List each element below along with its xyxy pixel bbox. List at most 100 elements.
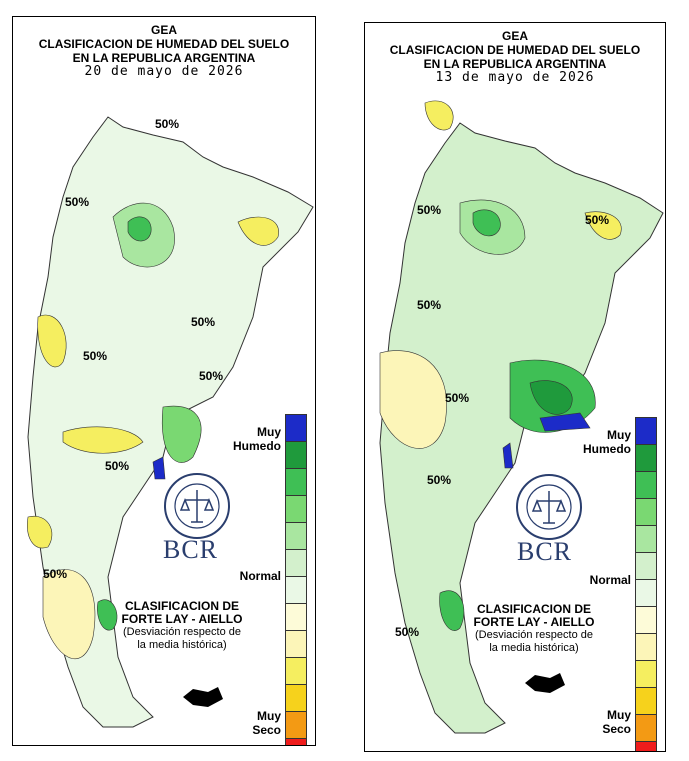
moisture-zone-yellow-pat — [27, 515, 53, 549]
classification-note: CLASIFICACION DE FORTE LAY - AIELLO (Des… — [107, 600, 257, 652]
classification-desc-1: (Desviación respecto de — [474, 629, 593, 641]
moisture-zone-blue-2 — [502, 442, 514, 469]
bcr-seal-logo — [516, 474, 582, 540]
legend-label-dry-2: Seco — [252, 723, 281, 737]
classification-desc-1: (Desviación respecto de — [122, 626, 241, 638]
legend-swatch — [635, 741, 657, 751]
legend-swatch — [635, 714, 657, 742]
legend-swatch — [285, 576, 307, 604]
classification-desc-2: la media histórica) — [489, 642, 579, 654]
legend-swatch — [285, 630, 307, 658]
argentina-map-left — [27, 116, 314, 728]
legend-swatch — [635, 660, 657, 688]
moisture-zone-yellow-ne — [584, 211, 622, 240]
legend-swatch — [635, 579, 657, 607]
legend-scale — [285, 414, 307, 745]
contour-label: 50% — [445, 391, 470, 405]
contour-label: 50% — [191, 315, 216, 329]
moisture-zone-wet — [127, 216, 152, 242]
classification-note: CLASIFICACION DE FORTE LAY - AIELLO (Des… — [459, 603, 609, 655]
legend-swatch — [285, 657, 307, 685]
contour-label: 50% — [105, 459, 130, 473]
map-panel-left: GEA CLASIFICACION DE HUMEDAD DEL SUELO E… — [12, 16, 316, 746]
moisture-zone-yellow-s — [62, 426, 144, 454]
moisture-zone-yellow-nw — [424, 100, 454, 131]
legend-label-normal: Normal — [239, 569, 281, 583]
legend-label-wet-2: Humedo — [583, 442, 631, 456]
header-title: CLASIFICACION DE HUMEDAD DEL SUELO — [389, 43, 641, 57]
map-panel-right: GEA CLASIFICACION DE HUMEDAD DEL SUELO E… — [364, 22, 666, 752]
classification-desc-2: la media histórica) — [137, 639, 227, 651]
legend-swatch — [635, 525, 657, 553]
header-date: 13 de mayo de 2026 — [435, 70, 595, 85]
contour-label: 50% — [417, 203, 442, 217]
legend-swatch — [285, 738, 307, 745]
classification-title-1: CLASIFICACION DE — [477, 602, 591, 616]
moisture-zone-blue — [152, 456, 166, 480]
legend-swatch — [285, 711, 307, 739]
contour-label: 50% — [43, 567, 68, 581]
moisture-zone-yellow-w — [37, 314, 67, 368]
legend-label-dry-1: Muy — [607, 708, 631, 722]
classification-title-1: CLASIFICACION DE — [125, 599, 239, 613]
legend-label-wet-1: Muy — [607, 428, 631, 442]
legend-label-wet: Muy Humedo — [233, 425, 281, 453]
contour-label: 50% — [83, 349, 108, 363]
classification-title-2: FORTE LAY - AIELLO — [121, 612, 243, 626]
header-org: GEA — [501, 29, 528, 43]
legend-label-wet: Muy Humedo — [583, 428, 631, 456]
moisture-zone-cream — [42, 569, 96, 660]
classification-title-2: FORTE LAY - AIELLO — [473, 615, 595, 629]
bcr-logo-text: BCR — [163, 535, 219, 564]
legend-label-dry-2: Seco — [602, 722, 631, 736]
panel-header: GEA CLASIFICACION DE HUMEDAD DEL SUELO E… — [13, 23, 315, 79]
legend-swatch — [285, 468, 307, 496]
moisture-zone-yellow-ne — [237, 216, 279, 246]
legend-swatch — [635, 552, 657, 580]
moisture-zone-green-s — [439, 590, 465, 631]
legend-scale — [635, 417, 657, 751]
legend-label-wet-1: Muy — [257, 425, 281, 439]
contour-label: 50% — [585, 213, 610, 227]
header-date: 20 de mayo de 2026 — [84, 64, 244, 79]
legend-swatch — [285, 549, 307, 577]
argentina-outline — [379, 122, 664, 734]
legend-swatch — [635, 471, 657, 499]
moisture-zone-dark — [529, 380, 573, 415]
moisture-zone-wet — [472, 209, 501, 237]
header-subtitle: EN LA REPUBLICA ARGENTINA — [72, 51, 256, 65]
legend-swatch — [285, 495, 307, 523]
legend-swatch — [635, 633, 657, 661]
legend-label-dry: Muy Seco — [602, 708, 631, 736]
legend-label-dry-1: Muy — [257, 709, 281, 723]
legend-swatch — [285, 441, 307, 469]
moisture-zone-blue — [539, 412, 591, 432]
contour-label: 50% — [417, 298, 442, 312]
moisture-zone-green-s — [97, 599, 118, 631]
malvinas-islands — [525, 673, 565, 693]
panel-header: GEA CLASIFICACION DE HUMEDAD DEL SUELO E… — [365, 29, 665, 85]
malvinas-islands — [183, 687, 223, 707]
header-subtitle: EN LA REPUBLICA ARGENTINA — [423, 57, 607, 71]
legend-swatch — [635, 687, 657, 715]
legend-label-normal: Normal — [589, 573, 631, 587]
legend-label-dry: Muy Seco — [252, 709, 281, 737]
legend-swatch — [635, 444, 657, 472]
contour-label: 50% — [199, 369, 224, 383]
header-org: GEA — [150, 23, 177, 37]
legend-swatch — [285, 684, 307, 712]
bcr-logo-text: BCR — [517, 537, 573, 566]
contour-label: 50% — [395, 625, 420, 639]
legend-swatch — [285, 414, 307, 442]
legend-swatch — [635, 498, 657, 526]
legend-label-wet-2: Humedo — [233, 439, 281, 453]
legend-swatch — [635, 417, 657, 445]
legend-swatch — [285, 603, 307, 631]
header-title: CLASIFICACION DE HUMEDAD DEL SUELO — [38, 37, 290, 51]
legend-swatch — [285, 522, 307, 550]
argentina-map-right — [379, 100, 664, 734]
legend-swatch — [635, 606, 657, 634]
contour-label: 50% — [65, 195, 90, 209]
bcr-seal-logo — [164, 473, 230, 539]
moisture-zone-cream — [379, 350, 447, 449]
